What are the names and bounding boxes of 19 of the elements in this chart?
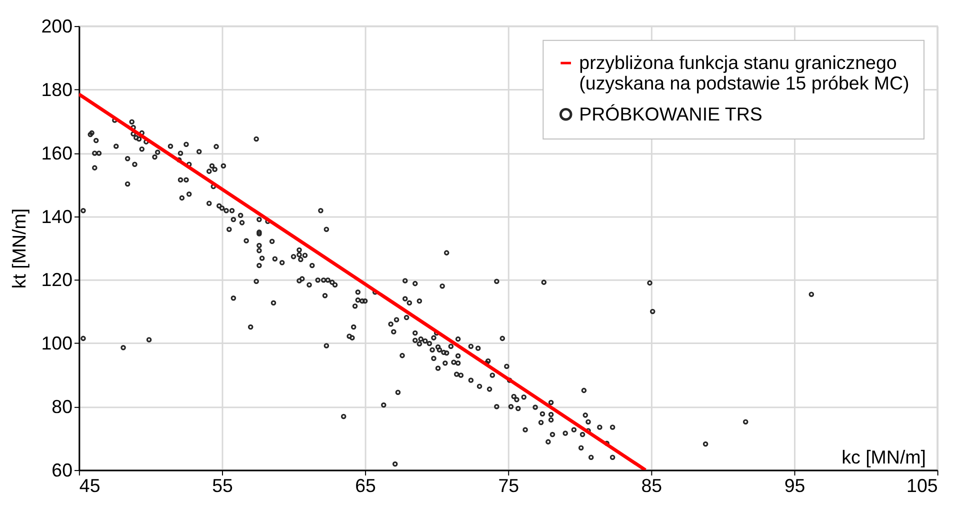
y-tick-label: 80 [52, 396, 73, 418]
y-axis-title: kt [MN/m] [8, 208, 30, 289]
x-tick-label: 105 [906, 475, 938, 496]
y-tick-label: 200 [41, 15, 73, 36]
x-tick-label: 45 [79, 475, 100, 496]
y-tick-label: 60 [52, 459, 73, 480]
y-tick-label: 160 [41, 142, 73, 164]
x-tick-label: 85 [641, 475, 662, 496]
x-tick-label: 75 [498, 475, 520, 496]
legend-label: przybliżona funkcja stanu granicznego (uzyskana na podstawie 15 próbek MC) [579, 52, 910, 94]
x-axis-title: kc [MN/m] [842, 446, 926, 468]
x-tick-label: 55 [212, 475, 233, 496]
y-tick-label: 100 [41, 332, 73, 354]
y-tick-label: 180 [41, 78, 73, 100]
x-tick-label: 95 [784, 475, 806, 496]
x-tick-label: 65 [355, 475, 376, 496]
legend-label: PRÓBKOWANIE TRS [579, 103, 762, 124]
y-tick-label: 120 [41, 269, 73, 290]
y-tick-label: 140 [41, 206, 73, 227]
